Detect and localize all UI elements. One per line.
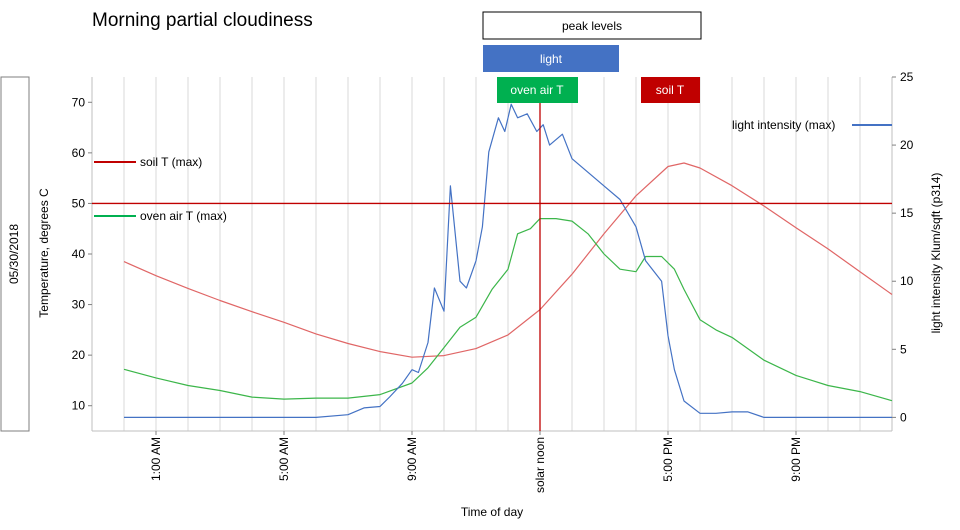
y-right-tick-label: 20 <box>900 138 914 152</box>
y-left-tick-label: 10 <box>72 399 86 413</box>
y-right-tick-label: 15 <box>900 206 914 220</box>
y-right-tick-label: 10 <box>900 274 914 288</box>
date-label: 05/30/2018 <box>7 224 21 284</box>
y-left-tick-label: 20 <box>72 348 86 362</box>
peak-light-label: light <box>540 52 563 66</box>
y-left-tick-label: 50 <box>72 196 86 210</box>
soil-t-max-label-group: soil T (max) <box>94 155 202 169</box>
peak-legend-soil: soil T <box>641 77 700 103</box>
x-tick-label: solar noon <box>533 437 547 493</box>
soil-t-max-label: soil T (max) <box>140 155 202 169</box>
y-axis-right-title: light intensity Klum/sqft (p314) <box>929 173 943 334</box>
x-tick-label: 9:00 PM <box>789 437 803 482</box>
soil-t-line <box>123 162 893 358</box>
peak-oven-label: oven air T <box>510 83 564 97</box>
peak-soil-swatch <box>641 77 700 103</box>
plot-area: 10 20 30 40 50 60 70 0 5 10 15 20 25 1:00 AM 5:00 AM 9:… <box>72 70 914 493</box>
x-tick-label: 5:00 PM <box>661 437 675 482</box>
peak-legend-box <box>482 11 702 40</box>
y-left-tick-label: 60 <box>72 146 86 160</box>
y-right-tick-label: 0 <box>900 410 907 424</box>
chart-title: Morning partial cloudiness <box>92 10 313 31</box>
oven-air-t-max-label-group: oven air T (max) <box>94 209 227 223</box>
light-max-label-group: light intensity (max) <box>732 118 892 132</box>
x-tick-label: 5:00 AM <box>277 437 291 481</box>
x-axis-title: Time of day <box>461 505 523 519</box>
y-left-tick-label: 70 <box>72 95 86 109</box>
date-box <box>0 76 30 432</box>
y-right-tick-label: 25 <box>900 70 914 84</box>
peak-legend-oven: oven air T <box>497 77 578 103</box>
peak-oven-swatch <box>497 77 578 103</box>
y-left-tick-label: 40 <box>72 247 86 261</box>
peak-legend-light: light <box>483 45 619 72</box>
peak-legend-title: peak levels <box>562 19 622 33</box>
y-right-tick-label: 5 <box>900 342 907 356</box>
y-left-tick-label: 30 <box>72 298 86 312</box>
x-tick-label: 1:00 AM <box>149 437 163 481</box>
light-intensity-line <box>124 103 892 418</box>
peak-soil-label: soil T <box>656 83 685 97</box>
peak-light-swatch <box>483 45 619 72</box>
x-tick-label: 9:00 AM <box>405 437 419 481</box>
oven-air-t-max-label: oven air T (max) <box>140 209 227 223</box>
y-axis-left-title: Temperature, degrees C <box>37 188 51 318</box>
light-max-label: light intensity (max) <box>732 118 835 132</box>
